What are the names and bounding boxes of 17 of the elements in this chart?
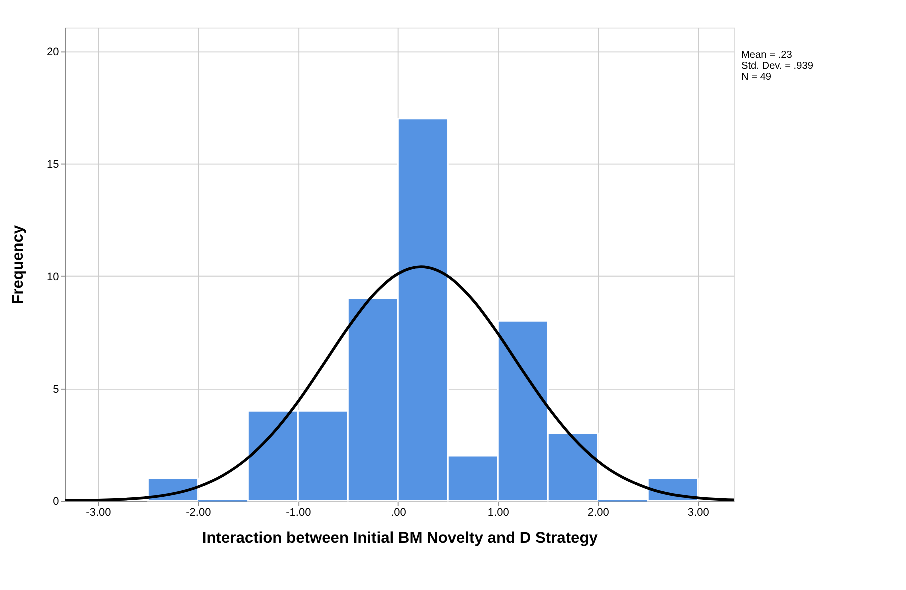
y-tick-label: 20 (47, 46, 60, 59)
x-tick-label: -2.00 (186, 507, 212, 520)
y-tick-label: 5 (53, 384, 60, 396)
y-tick-label: 10 (47, 271, 60, 284)
y-tick-label: 0 (53, 496, 60, 508)
x-tick-label: 3.00 (688, 507, 710, 520)
text: N = 49 (742, 72, 772, 84)
x-axis-title: Interaction between Initial BM Novelty and D Strategy (202, 530, 598, 547)
x-tick-label: -3.00 (86, 507, 112, 520)
text: Std. Dev. = .939 (742, 61, 814, 72)
text: Mean = .23 (742, 50, 793, 62)
x-tick-label: -1.00 (286, 507, 312, 520)
x-tick-label: 2.00 (588, 507, 610, 520)
y-tick-label: 15 (47, 158, 60, 171)
x-tick-label: .00 (391, 507, 406, 520)
y-axis-title: Frequency (10, 225, 28, 304)
x-tick-label: 1.00 (488, 507, 510, 520)
